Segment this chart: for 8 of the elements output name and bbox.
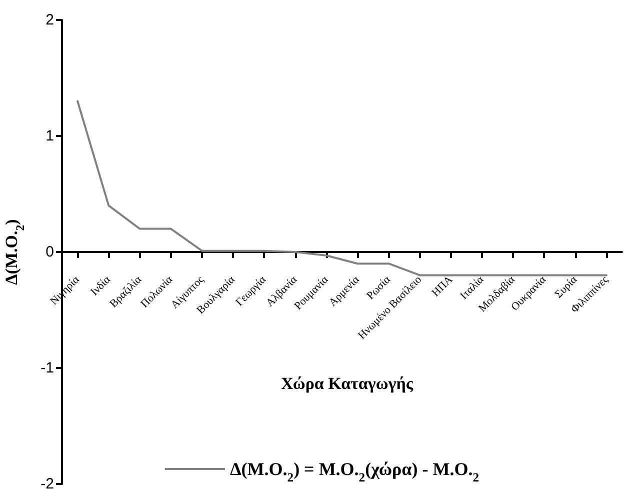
y-tick-label: 0 bbox=[46, 244, 54, 260]
y-tick-label: 2 bbox=[46, 12, 54, 28]
y-tick-label: -1 bbox=[40, 360, 54, 376]
line-series bbox=[76, 100, 608, 276]
y-tick-label: -2 bbox=[40, 476, 54, 489]
x-axis-title: Χώρα Καταγωγής bbox=[280, 374, 414, 393]
y-tick-label: 1 bbox=[46, 128, 54, 144]
y-axis-title: Δ(M.O.2) bbox=[2, 219, 27, 285]
